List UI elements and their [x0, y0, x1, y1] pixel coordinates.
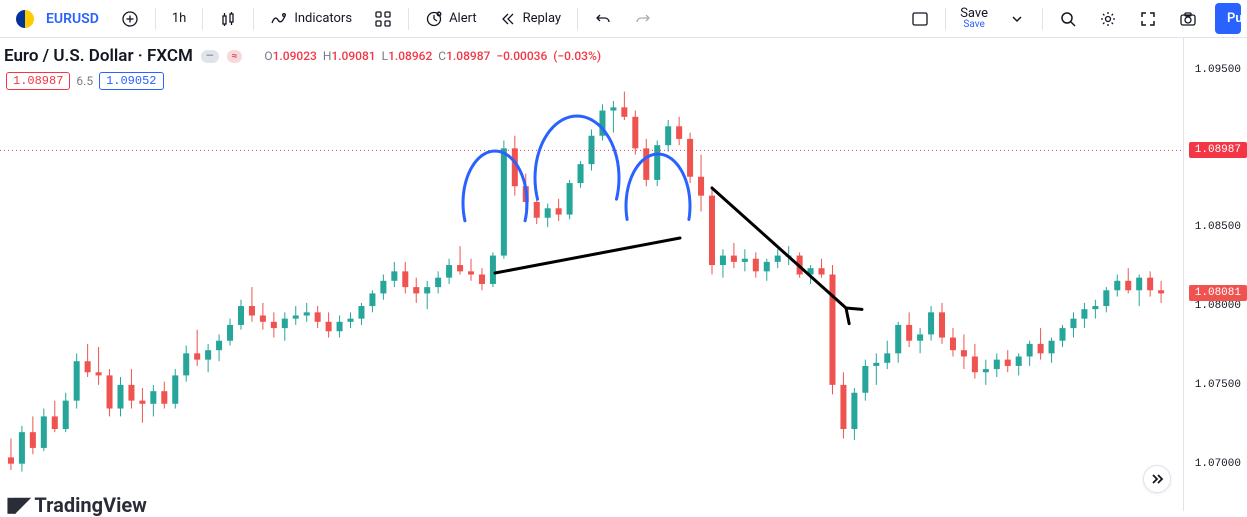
undo-button[interactable]	[584, 4, 622, 34]
indicators-icon	[270, 10, 288, 28]
candles-icon	[219, 10, 237, 28]
publish-button[interactable]: Pu	[1215, 3, 1241, 34]
y-tick-label: 1.09500	[1195, 64, 1241, 76]
grid-icon	[374, 10, 392, 28]
undo-icon	[594, 10, 612, 28]
price-chart[interactable]	[0, 38, 1183, 511]
alert-icon	[425, 10, 443, 28]
bar-style-button[interactable]	[209, 4, 247, 34]
separator	[253, 8, 254, 30]
save-button[interactable]: Save Save	[952, 5, 996, 32]
separator	[408, 8, 409, 30]
y-tick-label: 1.08000	[1195, 300, 1241, 312]
search-button[interactable]	[1049, 4, 1087, 34]
indicators-button[interactable]: Indicators	[260, 4, 362, 34]
last-close-tag: 1.08987	[1189, 142, 1247, 158]
plus-circle-icon	[121, 10, 139, 28]
double-chevron-right-icon	[1150, 472, 1164, 486]
y-tick-label: 1.07000	[1195, 458, 1241, 470]
timeframe-selector[interactable]: 1h	[162, 5, 196, 32]
fullscreen-icon	[1139, 10, 1157, 28]
replay-button[interactable]: Replay	[489, 4, 572, 34]
y-axis[interactable]: 1.09500 1.08500 1.08000 1.07500 1.07000 1.089…	[1183, 38, 1247, 511]
alert-button[interactable]: Alert	[415, 4, 487, 34]
y-tick-label: 1.07500	[1195, 379, 1241, 391]
tradingview-logo-icon: ▮◤	[6, 492, 28, 517]
symbol-selector[interactable]: EURUSD	[6, 4, 109, 34]
redo-icon	[634, 10, 652, 28]
add-compare-button[interactable]	[111, 4, 149, 34]
timeframe-label: 1h	[172, 11, 186, 26]
tradingview-watermark: ▮◤ TradingView	[6, 492, 147, 517]
symbol-flag-icon	[16, 10, 34, 28]
templates-button[interactable]	[364, 4, 402, 34]
layout-icon	[911, 10, 929, 28]
chart-area[interactable]: Euro / U.S. Dollar · FXCM — ≈ O1.09023 H…	[0, 38, 1247, 511]
fullscreen-button[interactable]	[1129, 4, 1167, 34]
separator	[577, 8, 578, 30]
indicators-label: Indicators	[294, 11, 352, 26]
current-price-tag: 1.08081	[1189, 285, 1247, 301]
separator	[155, 8, 156, 30]
publish-label: Pu	[1227, 11, 1241, 26]
separator	[945, 8, 946, 30]
save-dropdown[interactable]	[998, 4, 1036, 34]
redo-button[interactable]	[624, 4, 662, 34]
gear-icon	[1099, 10, 1117, 28]
save-sublabel: Save	[963, 20, 984, 30]
watermark-text: TradingView	[34, 493, 146, 517]
top-toolbar: EURUSD 1h Indicators Alert R	[0, 0, 1247, 38]
chevron-down-icon	[1008, 10, 1026, 28]
separator	[202, 8, 203, 30]
settings-button[interactable]	[1089, 4, 1127, 34]
replay-icon	[499, 10, 517, 28]
layout-button[interactable]	[901, 4, 939, 34]
y-tick-label: 1.08500	[1195, 221, 1241, 233]
snapshot-button[interactable]	[1169, 4, 1207, 34]
replay-label: Replay	[523, 11, 562, 26]
separator	[1042, 8, 1043, 30]
camera-icon	[1179, 10, 1197, 28]
scroll-to-end-button[interactable]	[1143, 465, 1171, 493]
symbol-label: EURUSD	[46, 11, 99, 27]
search-icon	[1059, 10, 1077, 28]
alert-label: Alert	[449, 11, 477, 26]
